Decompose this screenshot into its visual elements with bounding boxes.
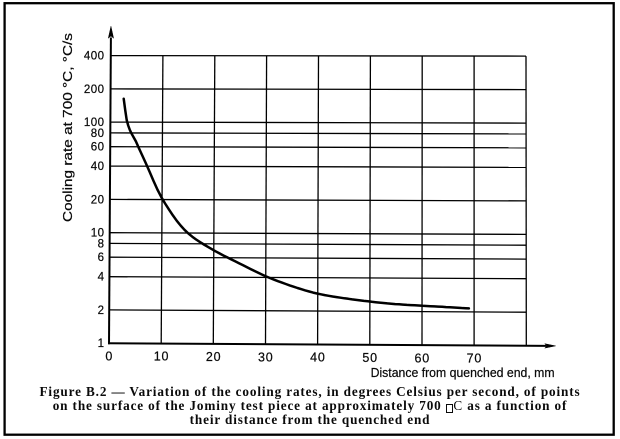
svg-text:200: 200 (84, 84, 105, 96)
svg-text:50: 50 (362, 351, 378, 365)
svg-text:80: 80 (91, 128, 105, 140)
svg-text:20: 20 (206, 350, 222, 364)
svg-text:60: 60 (91, 142, 105, 154)
svg-text:1: 1 (98, 338, 105, 350)
svg-text:20: 20 (91, 194, 105, 206)
svg-text:4: 4 (98, 272, 105, 284)
svg-text:70: 70 (467, 352, 483, 366)
svg-text:Cooling rate at 700 °C, °C/s: Cooling rate at 700 °C, °C/s (60, 32, 75, 222)
svg-text:30: 30 (258, 350, 274, 364)
svg-text:Distance from quenched end, mm: Distance from quenched end, mm (371, 365, 555, 380)
svg-text:0: 0 (105, 349, 113, 363)
svg-text:10: 10 (91, 228, 105, 240)
svg-text:40: 40 (310, 351, 326, 365)
svg-text:100: 100 (84, 117, 105, 129)
svg-text:10: 10 (154, 350, 170, 364)
svg-text:8: 8 (98, 238, 105, 250)
svg-text:6: 6 (98, 252, 105, 264)
svg-text:400: 400 (84, 51, 105, 63)
svg-text:60: 60 (415, 351, 431, 365)
svg-text:2: 2 (98, 305, 105, 317)
svg-text:40: 40 (91, 161, 105, 173)
